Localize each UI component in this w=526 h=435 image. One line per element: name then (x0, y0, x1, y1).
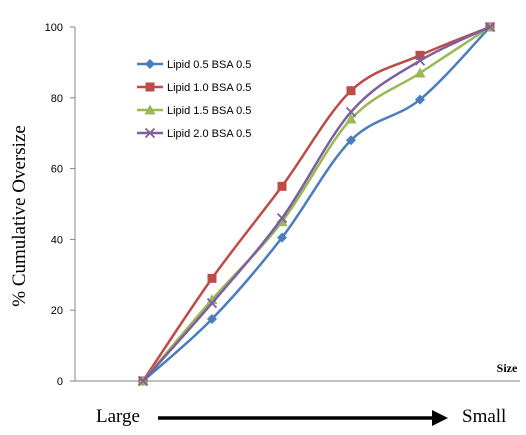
data-point (346, 86, 356, 96)
series-line (142, 25, 491, 382)
y-axis-title: % Cumulative Oversize (9, 125, 30, 307)
series-line (141, 25, 491, 382)
data-point (414, 67, 426, 78)
x-axis-title: Size (497, 361, 518, 375)
legend-entry: Lipid 1.5 BSA 0.5 (137, 104, 251, 117)
data-point (414, 55, 426, 66)
data-point (277, 181, 287, 191)
data-point (207, 314, 217, 325)
data-point (345, 113, 357, 124)
y-tick-label: 60 (51, 164, 63, 176)
data-point (137, 375, 149, 387)
legend-marker (144, 104, 156, 115)
data-point (415, 94, 425, 105)
legend-label: Lipid 2.0 BSA 0.5 (167, 128, 251, 140)
series-layer (137, 21, 496, 387)
legend-marker (144, 127, 156, 139)
legend-label: Lipid 1.5 BSA 0.5 (167, 105, 251, 117)
data-point (277, 232, 287, 243)
legend: Lipid 0.5 BSA 0.5 Lipid 1.0 BSA 0.5 Lipid … (137, 59, 251, 140)
direction-arrow (158, 410, 448, 426)
direction-start-label: Large (96, 406, 140, 427)
legend-entry: Lipid 1.0 BSA 0.5 (137, 82, 251, 94)
series-2 (138, 22, 495, 386)
y-tick-label: 80 (51, 93, 63, 105)
data-point (206, 297, 218, 309)
series-4 (137, 21, 496, 387)
series-1 (138, 22, 495, 386)
legend-entry: Lipid 2.0 BSA 0.5 (137, 127, 251, 140)
chart-axes: 0 20 40 60 80 100 (45, 22, 520, 388)
series-line (142, 26, 491, 382)
legend-label: Lipid 0.5 BSA 0.5 (167, 59, 251, 71)
legend-label: Lipid 1.0 BSA 0.5 (167, 82, 251, 94)
series-line (142, 25, 491, 382)
series-3 (137, 21, 496, 386)
y-tick-label: 40 (51, 234, 63, 246)
legend-marker (145, 59, 155, 69)
data-point (207, 273, 217, 283)
data-point (484, 21, 496, 33)
legend-marker (145, 82, 155, 92)
y-tick-label: 100 (45, 22, 63, 34)
direction-end-label: Small (462, 406, 506, 427)
data-point (276, 213, 288, 224)
y-tick-label: 20 (51, 305, 63, 317)
data-point (345, 106, 357, 118)
y-tick-label: 0 (57, 376, 63, 388)
data-point (415, 50, 425, 60)
data-point (346, 135, 356, 146)
legend-entry: Lipid 0.5 BSA 0.5 (137, 59, 251, 71)
